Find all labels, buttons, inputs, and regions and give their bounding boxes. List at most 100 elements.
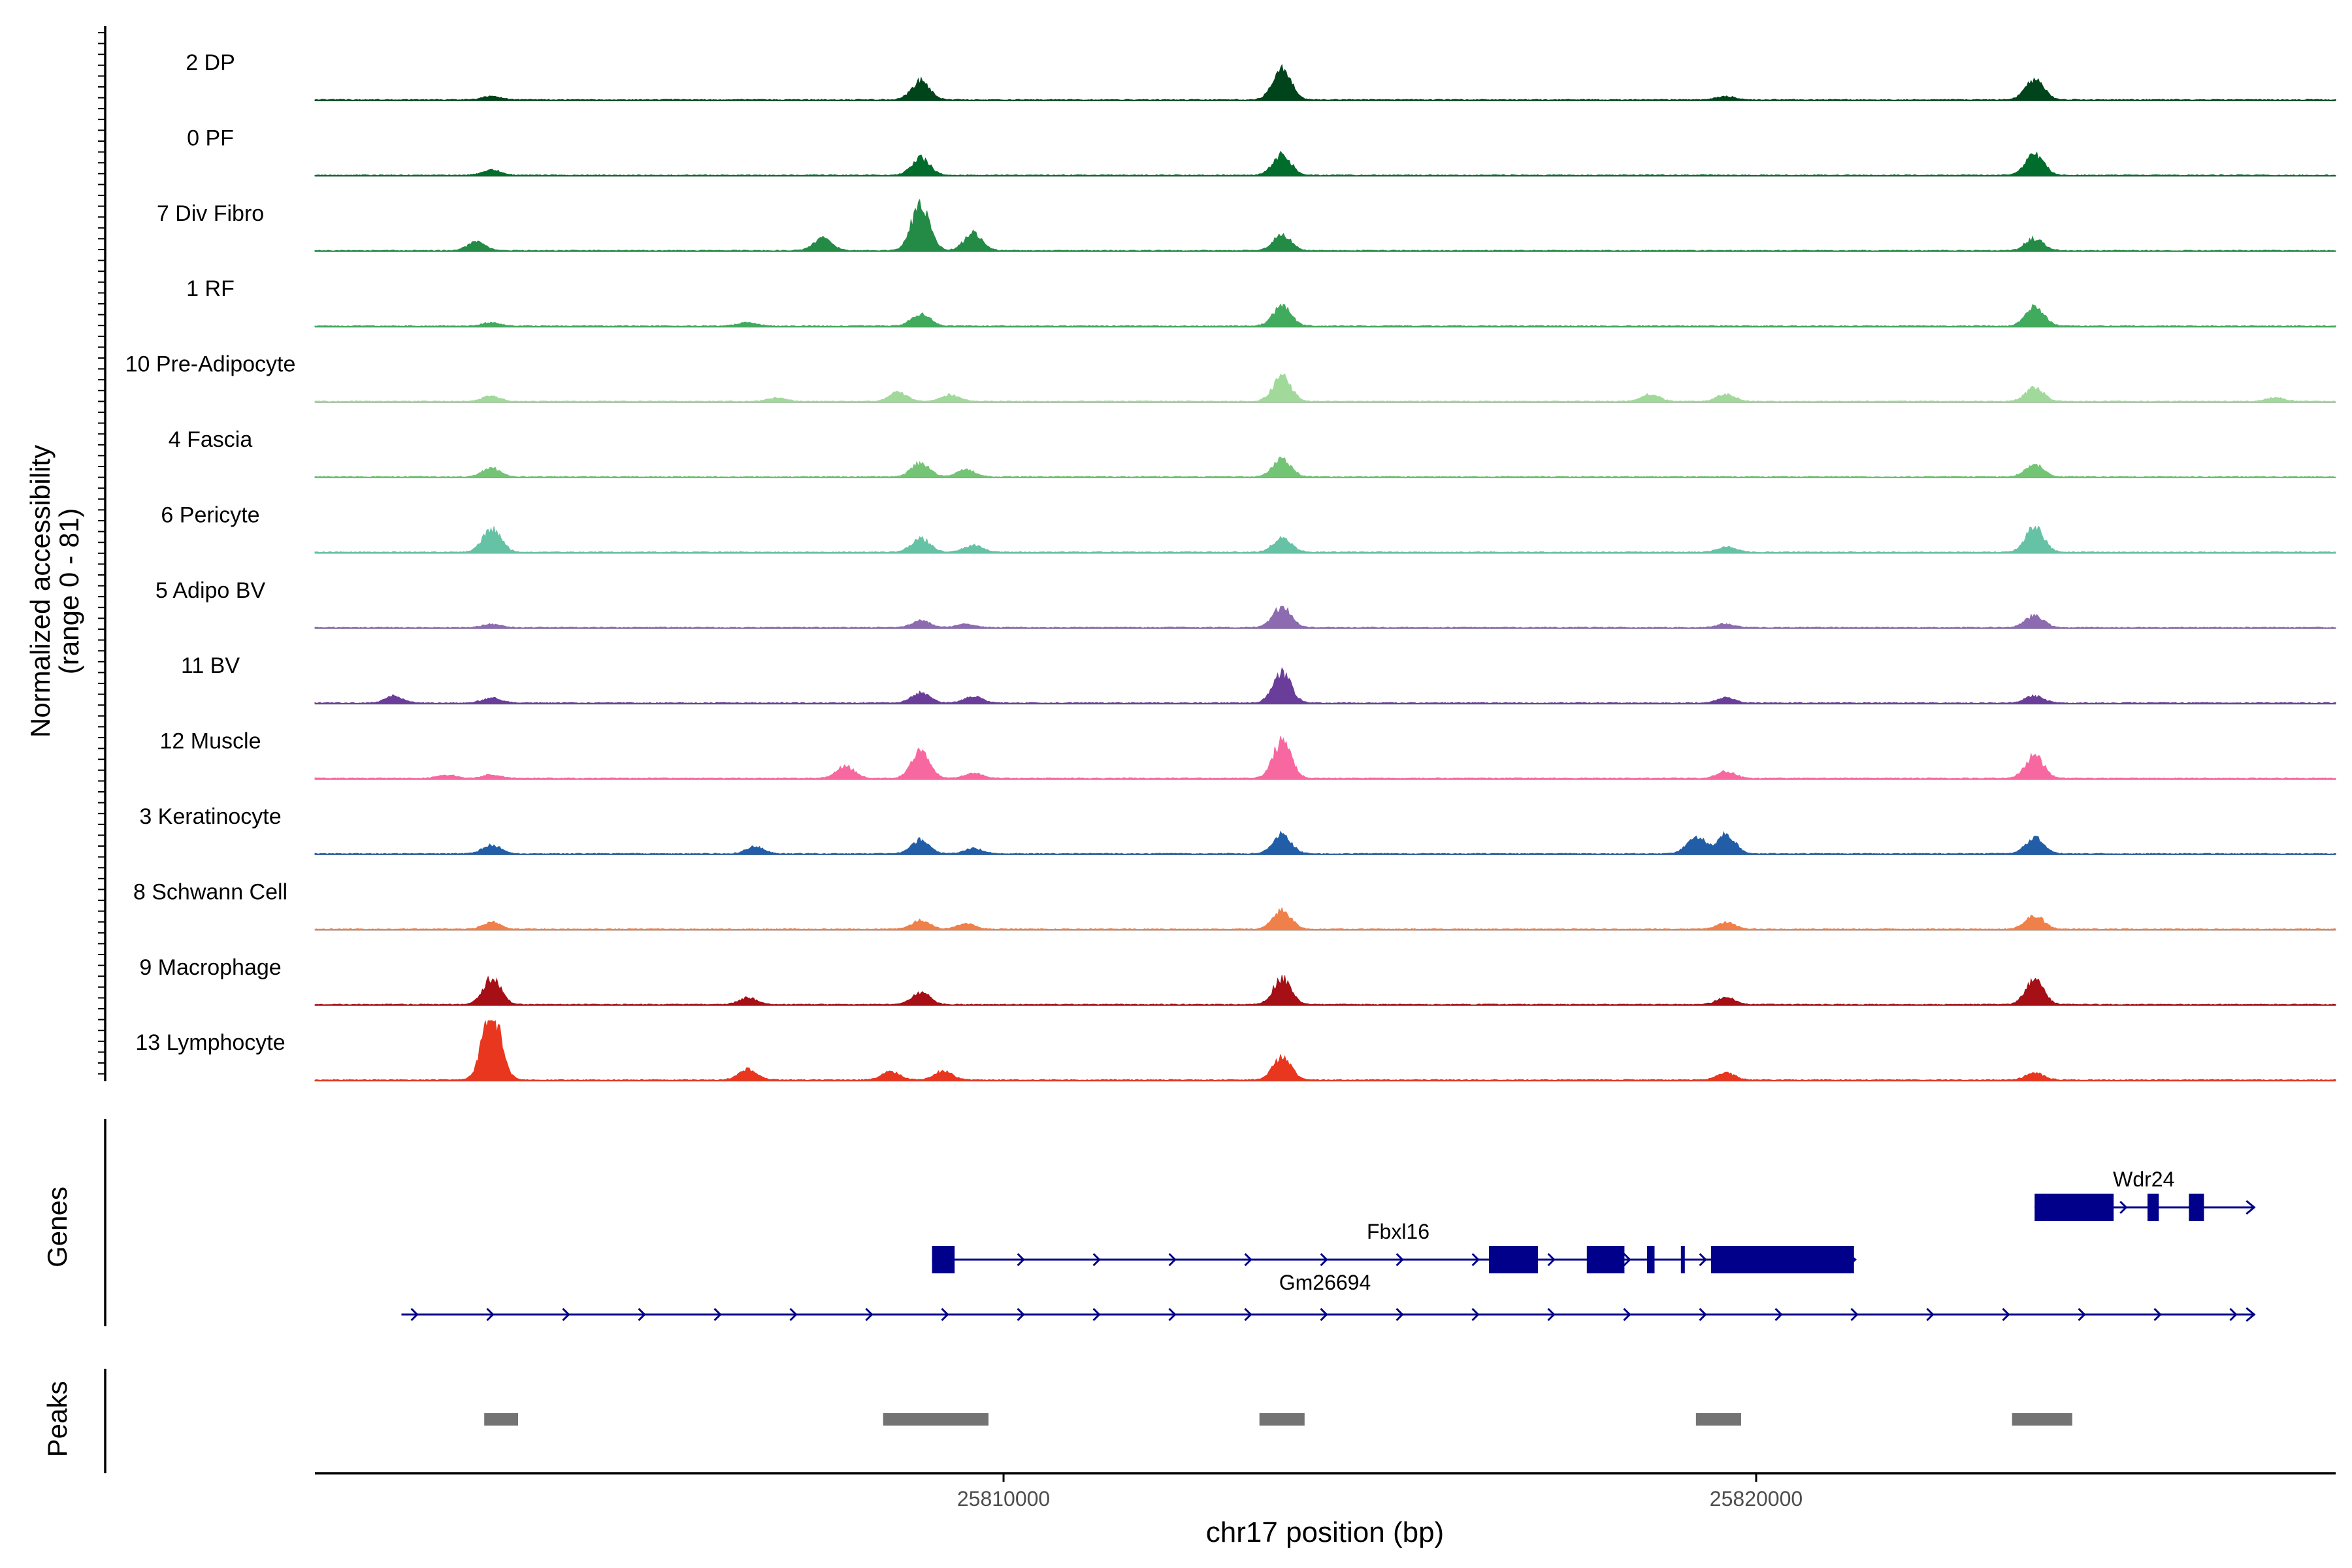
strand-arrow <box>1547 1307 1556 1322</box>
track-13-lymphocyte: 13 Lymphocyte <box>135 1020 2336 1082</box>
coverage-area <box>314 63 2336 101</box>
coverage-area <box>314 150 2336 176</box>
genes-track-label: Genes <box>42 1186 73 1267</box>
track-label: 0 PF <box>187 125 234 150</box>
track-label: 4 Fascia <box>169 427 253 452</box>
gene-label: Gm26694 <box>1279 1271 1371 1294</box>
strand-arrow <box>1017 1252 1025 1267</box>
x-axis-label: chr17 position (bp) <box>1206 1516 1444 1548</box>
peak-region <box>1259 1413 1305 1426</box>
exon <box>1680 1246 1685 1273</box>
coverage-area <box>314 525 2336 553</box>
strand-arrow <box>2246 1307 2256 1322</box>
coverage-area <box>314 830 2336 855</box>
strand-arrow <box>713 1307 722 1322</box>
strand-arrow <box>941 1307 949 1322</box>
coverage-area <box>314 975 2336 1006</box>
peak-region <box>883 1413 988 1426</box>
y-axis-label: Normalized accessibility <box>25 445 56 738</box>
track-label: 3 Keratinocyte <box>139 804 281 829</box>
strand-arrow <box>1168 1307 1177 1322</box>
x-tick-label: 25810000 <box>957 1487 1050 1511</box>
strand-arrow <box>2246 1200 2256 1215</box>
strand-arrow <box>2078 1307 2086 1322</box>
strand-arrow <box>1092 1307 1101 1322</box>
strand-arrow <box>1017 1307 1025 1322</box>
strand-arrow <box>486 1307 495 1322</box>
strand-arrow <box>1471 1252 1480 1267</box>
gene-label: Fbxl16 <box>1367 1220 1429 1243</box>
exon <box>1489 1246 1538 1273</box>
exon <box>932 1246 955 1273</box>
exon <box>2034 1194 2114 1221</box>
coverage-area <box>314 199 2336 252</box>
coverage-area <box>314 456 2336 478</box>
coverage-area <box>314 906 2336 930</box>
track-10-pre-adipocyte: 10 Pre-Adipocyte <box>125 352 2336 403</box>
gene-gm26694: Gm26694 <box>401 1271 2256 1322</box>
strand-arrow <box>410 1307 419 1322</box>
strand-arrow <box>1396 1252 1404 1267</box>
coverage-area <box>314 303 2336 327</box>
strand-arrow <box>2002 1307 2010 1322</box>
gene-fbxl16: Fbxl16 <box>932 1220 1857 1273</box>
track-label: 6 Pericyte <box>161 502 259 527</box>
track-2-dp: 2 DP <box>186 50 2336 101</box>
strand-arrow <box>789 1307 798 1322</box>
strand-arrow <box>1244 1307 1252 1322</box>
track-11-bv: 11 BV <box>181 653 2336 705</box>
strand-arrow <box>1623 1252 1631 1267</box>
track-4-fascia: 4 Fascia <box>169 427 2336 478</box>
strand-arrow <box>1396 1307 1404 1322</box>
strand-arrow <box>638 1307 646 1322</box>
strand-arrow <box>2153 1307 2162 1322</box>
strand-arrow <box>2229 1307 2238 1322</box>
coverage-area <box>314 373 2336 403</box>
exon <box>1646 1246 1655 1273</box>
track-label: 5 Adipo BV <box>155 578 266 603</box>
peaks-track-label: Peaks <box>42 1381 73 1458</box>
strand-arrow <box>865 1307 874 1322</box>
strand-arrow <box>1699 1307 1707 1322</box>
strand-arrow <box>1623 1307 1631 1322</box>
strand-arrow <box>1244 1252 1252 1267</box>
strand-arrow <box>562 1307 570 1322</box>
track-label: 2 DP <box>186 50 235 75</box>
track-label: 12 Muscle <box>160 729 261 754</box>
strand-arrow <box>1699 1252 1707 1267</box>
strand-arrow <box>1168 1252 1177 1267</box>
gene-label: Wdr24 <box>2113 1168 2174 1191</box>
track-6-pericyte: 6 Pericyte <box>161 502 2336 554</box>
track-label: 11 BV <box>181 653 240 678</box>
exon <box>1586 1246 1625 1273</box>
track-7-div-fibro: 7 Div Fibro <box>157 199 2336 252</box>
strand-arrow <box>2119 1200 2128 1215</box>
track-label: 8 Schwann Cell <box>133 879 287 904</box>
strand-arrow <box>1926 1307 1935 1322</box>
peak-region <box>1695 1413 1741 1426</box>
track-1-rf: 1 RF <box>186 276 2336 328</box>
strand-arrow <box>1850 1307 1859 1322</box>
coverage-area <box>314 606 2336 629</box>
strand-arrow <box>1320 1252 1328 1267</box>
peak-region <box>2012 1413 2072 1426</box>
strand-arrow <box>1471 1307 1480 1322</box>
strand-arrow <box>1774 1307 1783 1322</box>
coverage-area <box>314 667 2336 704</box>
exon <box>1710 1246 1854 1273</box>
track-3-keratinocyte: 3 Keratinocyte <box>139 804 2336 855</box>
gene-track: Wdr24 Fbxl16 Gm26694 <box>104 1119 2256 1326</box>
exon <box>2148 1194 2159 1221</box>
track-9-macrophage: 9 Macrophage <box>139 955 2336 1006</box>
peaks-track <box>104 1369 2072 1473</box>
exon <box>2189 1194 2204 1221</box>
track-0-pf: 0 PF <box>187 125 2336 177</box>
gene-wdr24: Wdr24 <box>2034 1168 2256 1221</box>
coverage-area <box>314 1020 2336 1081</box>
track-label: 1 RF <box>186 276 235 301</box>
track-12-muscle: 12 Muscle <box>160 729 2336 780</box>
track-8-schwann-cell: 8 Schwann Cell <box>133 879 2336 931</box>
track-5-adipo-bv: 5 Adipo BV <box>155 578 2336 629</box>
track-label: 9 Macrophage <box>139 955 281 980</box>
